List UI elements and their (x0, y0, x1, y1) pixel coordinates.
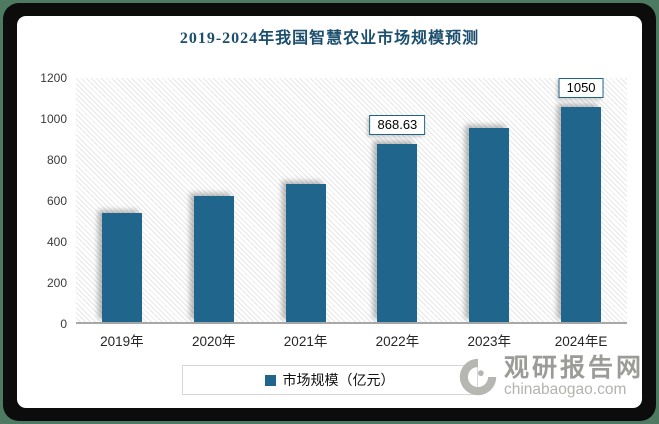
image-frame: 2019-2024年我国智慧农业市场规模预测 0 200 400 600 800 1000… (3, 3, 656, 421)
bar-value-label: 868.63 (369, 114, 426, 135)
y-tick-label: 800 (46, 153, 67, 167)
bar (561, 106, 602, 322)
watermark-logo-icon (459, 358, 497, 396)
bar (377, 143, 418, 322)
plot-area: 868.63 1050 (76, 77, 627, 324)
x-tick-label: 2023年 (467, 334, 511, 349)
x-tick-label: 2022年 (375, 334, 420, 349)
x-axis: 2019年 2020年 2021年 2022年 2023年 2024年E (76, 330, 627, 350)
bar (101, 212, 142, 322)
y-tick-label: 0 (60, 317, 67, 331)
chart-title: 2019-2024年我国智慧农业市场规模预测 (179, 30, 480, 47)
y-tick-label: 600 (46, 194, 67, 208)
y-tick-label: 200 (46, 276, 67, 290)
bar-value-label: 1050 (558, 77, 604, 98)
y-tick-label: 400 (46, 235, 67, 249)
x-tick-label: 2019年 (100, 334, 144, 349)
chart-content: 2019-2024年我国智慧农业市场规模预测 0 200 400 600 800 1000… (17, 16, 642, 408)
watermark-url: chinabaogao.com (503, 381, 627, 399)
x-tick-label: 2020年 (191, 334, 236, 349)
watermark-name: 观研报告网 (503, 353, 642, 382)
x-tick-label: 2024年E (554, 334, 608, 349)
y-axis: 0 200 400 600 800 1000 1200 (23, 71, 69, 331)
y-tick-label: 1200 (40, 71, 67, 85)
legend-label: 市场规模（亿元） (282, 372, 395, 388)
watermark: 观研报告网 chinabaogao.com (455, 354, 642, 400)
legend-marker-icon (264, 374, 276, 386)
bar (285, 183, 326, 322)
bar (469, 127, 510, 322)
legend: 市场规模（亿元） (181, 365, 478, 395)
y-tick-label: 1000 (40, 112, 67, 126)
x-tick-label: 2021年 (283, 334, 328, 349)
bar (193, 195, 234, 322)
